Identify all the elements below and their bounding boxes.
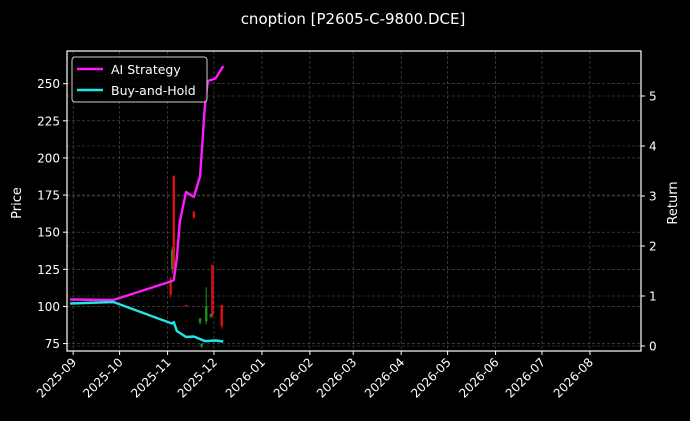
y2-tick-label: 0 [649, 340, 657, 354]
candle-body [220, 304, 223, 326]
plot-frame [66, 50, 642, 352]
y-tick-label: 100 [37, 300, 60, 314]
legend: AI Strategy Buy-and-Hold [71, 56, 208, 103]
candle-body [184, 304, 188, 307]
y2-tick-label: 4 [649, 140, 657, 154]
left-axis-label: Price [10, 187, 25, 219]
right-axis-label: Return [666, 181, 681, 224]
candle-body [171, 250, 174, 270]
series-line-buy-and-hold [70, 300, 224, 343]
left-y-axis: 75 100 125 150 175 200 225 250 [37, 77, 67, 351]
legend-label-ai-strategy: AI Strategy [111, 62, 181, 77]
y-tick-label: 150 [37, 226, 60, 240]
y-tick-label: 250 [37, 77, 60, 91]
chart-title: cnoption [P2605-C-9800.DCE] [241, 10, 466, 28]
candle-body [205, 306, 208, 322]
candle-body [169, 279, 172, 295]
right-y-axis: 0 1 2 3 4 5 [641, 90, 657, 354]
candle-body [200, 343, 203, 347]
y2-tick-label: 5 [649, 90, 657, 104]
y-tick-label: 225 [37, 114, 60, 128]
legend-label-buy-and-hold: Buy-and-Hold [111, 83, 196, 98]
y-tick-label: 125 [37, 263, 60, 277]
candle-body [192, 211, 196, 218]
candle-body [209, 313, 213, 317]
y2-tick-label: 1 [649, 290, 657, 304]
candle-body [211, 264, 214, 316]
candlesticks [169, 175, 223, 349]
y-tick-label: 200 [37, 151, 60, 165]
y-tick-label: 175 [37, 189, 60, 203]
y2-tick-label: 3 [649, 190, 657, 204]
y2-tick-label: 2 [649, 240, 657, 254]
candle-body [172, 175, 175, 270]
return-lines [70, 65, 225, 343]
y-tick-label: 75 [45, 337, 60, 351]
series-line-ai-strategy [70, 65, 225, 302]
legend-box [71, 56, 208, 103]
candle-body [198, 318, 202, 323]
